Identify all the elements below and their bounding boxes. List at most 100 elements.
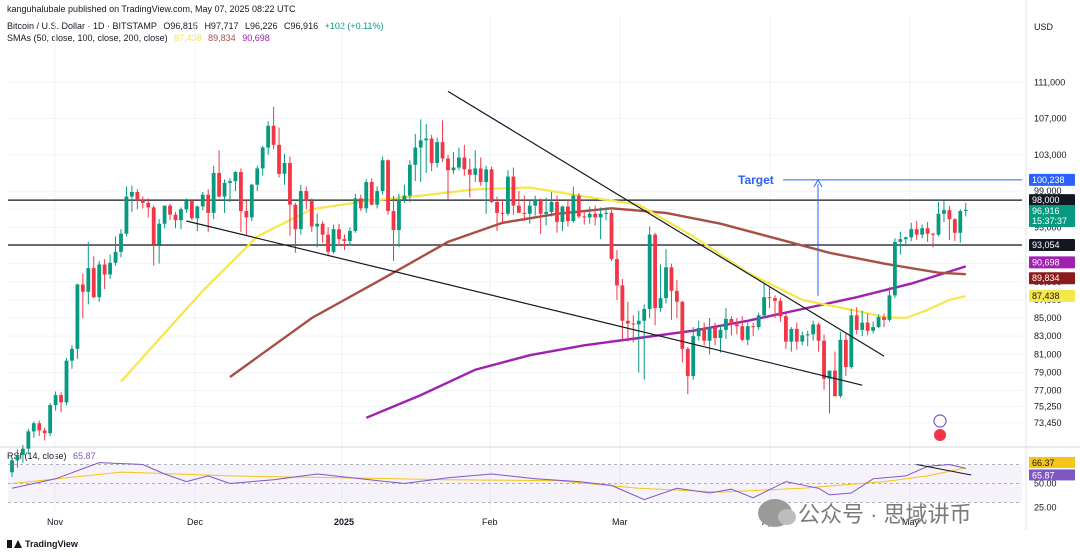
candle: [31, 421, 36, 438]
last-price-badge-bg: [1029, 204, 1075, 227]
candle: [642, 304, 647, 380]
candle: [119, 229, 123, 258]
candle-body: [195, 206, 200, 219]
price-tick-label: 111,000: [1034, 77, 1065, 87]
rsi-legend[interactable]: RSI (14, close) 65.87: [7, 451, 100, 462]
candle-body: [249, 184, 254, 218]
ohlc-high: H97,717: [204, 21, 239, 31]
candle: [271, 106, 276, 150]
lightning-icon: [933, 414, 947, 428]
candle: [397, 193, 401, 248]
candle-body: [696, 328, 701, 337]
candle-body: [80, 284, 85, 292]
candle: [97, 260, 102, 302]
candle: [228, 178, 232, 202]
candle-body: [642, 308, 647, 321]
candle-body: [865, 322, 870, 331]
candle-body: [516, 205, 521, 213]
price-tick-label: 103,000: [1034, 150, 1067, 160]
candle: [538, 198, 543, 234]
candle-body: [734, 324, 739, 327]
candle-body: [707, 327, 712, 341]
candle-body: [740, 326, 745, 340]
rsi-value-badge-bg: [1029, 469, 1075, 481]
candle: [124, 186, 129, 237]
candle: [680, 300, 685, 363]
candle: [179, 207, 183, 230]
candle-body: [348, 230, 352, 241]
candle: [604, 207, 608, 221]
candle-body: [277, 144, 281, 174]
candle-body: [833, 370, 837, 397]
candle-body: [805, 334, 810, 336]
candle: [173, 211, 178, 229]
candle-body: [816, 324, 821, 341]
candle-body: [75, 284, 80, 349]
candle-body: [784, 316, 788, 342]
candle: [298, 184, 303, 235]
level-93054-badge-bg: [1029, 239, 1075, 252]
candle-body: [571, 195, 576, 222]
candle-body: [898, 239, 903, 242]
candle: [506, 170, 510, 216]
candle-body: [391, 211, 396, 231]
candle: [718, 325, 723, 353]
candle-body: [549, 201, 554, 212]
symbol-legend: Bitcoin / U.S. Dollar · 1D · BITSTAMP O9…: [7, 21, 387, 32]
candle-body: [37, 423, 42, 431]
candle-body: [255, 168, 260, 185]
target-badge-bg: [1029, 173, 1075, 186]
candle: [59, 392, 63, 413]
candle: [91, 256, 96, 299]
target-arrow-head: [813, 178, 823, 188]
candle-body: [288, 162, 292, 205]
candle-body: [64, 360, 69, 403]
candle: [168, 203, 172, 221]
candle-body: [506, 176, 510, 214]
price-tick-label: 107,000: [1034, 114, 1067, 124]
candle: [685, 347, 690, 395]
symbol-title: Bitcoin / U.S. Dollar · 1D · BITSTAMP: [7, 21, 157, 31]
candle: [522, 195, 527, 222]
candle: [288, 156, 292, 236]
candle: [495, 196, 499, 231]
candle: [827, 370, 832, 414]
rsi-trendline: [916, 464, 972, 476]
candle-body: [309, 201, 314, 227]
candle: [778, 298, 783, 322]
candle: [773, 295, 777, 319]
candle-body: [473, 168, 478, 175]
candle: [963, 202, 968, 217]
sma100-line: [229, 207, 966, 378]
candle: [669, 263, 674, 320]
candle: [849, 308, 854, 369]
candle: [478, 157, 483, 186]
candle-body: [582, 216, 587, 218]
candle-body: [631, 323, 636, 325]
candle-body: [239, 172, 243, 212]
candle: [489, 166, 494, 203]
candle: [37, 420, 42, 436]
candle: [527, 201, 532, 224]
candle: [931, 232, 935, 248]
sma-legend[interactable]: SMAs (50, close, 100, close, 200, close)…: [7, 33, 274, 44]
candle-body: [958, 211, 963, 233]
ohlc-close: C96,916: [284, 21, 319, 31]
wechat-icon: [758, 499, 796, 527]
price-tick-label: 79,000: [1034, 367, 1062, 377]
candle-body: [495, 201, 499, 213]
candle-body: [162, 205, 167, 224]
candle-body: [931, 233, 935, 235]
candle: [462, 144, 467, 176]
sma200-line: [365, 265, 967, 419]
trendline: [447, 90, 885, 357]
candle-body: [53, 395, 58, 406]
candle-body: [500, 212, 505, 214]
candle: [734, 318, 739, 335]
price-tick-label: 81,000: [1034, 349, 1062, 359]
x-tick-label: Dec: [187, 517, 204, 527]
tradingview-watermark[interactable]: TradingView: [7, 539, 78, 549]
candle-body: [91, 268, 96, 298]
candle: [860, 310, 865, 337]
